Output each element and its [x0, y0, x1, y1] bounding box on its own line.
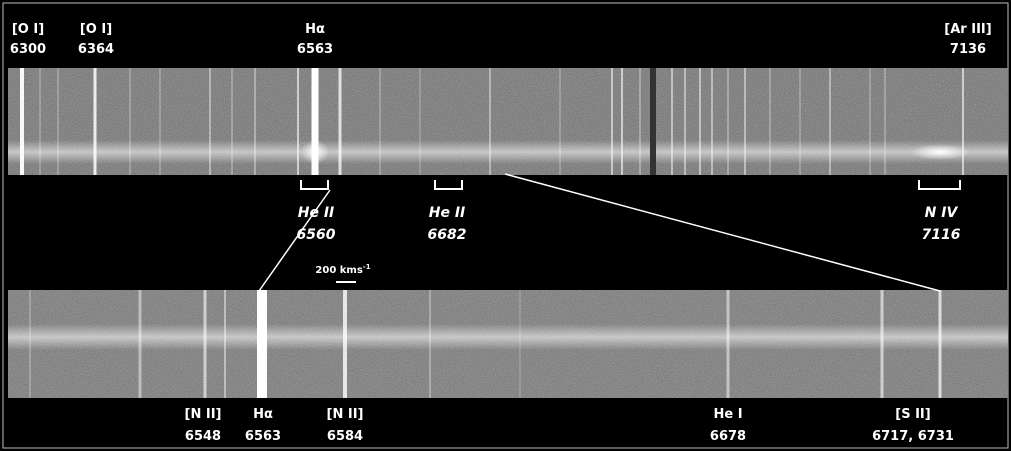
emission-line [621, 68, 623, 175]
emission-line [312, 68, 319, 175]
bottom-spectrum [8, 290, 1008, 398]
emission-line [139, 290, 142, 398]
emission-line [129, 68, 131, 175]
line-name: [N II] [327, 407, 364, 422]
emission-line [429, 290, 431, 398]
wavelength: 6563 [245, 429, 281, 444]
emission-line [39, 68, 41, 175]
scale-superscript: -1 [363, 263, 371, 271]
top-spectrum [8, 68, 1008, 175]
line-name: He II [429, 205, 466, 221]
emission-line [727, 68, 729, 175]
line-name: [N II] [185, 407, 222, 422]
emission-line [343, 290, 347, 398]
wavelength: 6678 [710, 429, 746, 444]
emission-line [611, 68, 613, 175]
emission-line [204, 290, 207, 398]
line-name: [S II] [895, 407, 930, 422]
scale-bar-label: 200 kms-1 [315, 263, 370, 276]
line-name: [O I] [80, 22, 112, 37]
scale-text: 200 kms [315, 265, 362, 276]
emission-line [94, 68, 97, 175]
wavelength: 6560 [297, 227, 336, 243]
wavelength: 6563 [297, 42, 333, 57]
wavelength: 6364 [78, 42, 114, 57]
wavelength: 6682 [428, 227, 467, 243]
figure: [O I] 6300 [O I] 6364 Hα 6563 [Ar III] 7… [0, 0, 1011, 451]
wavelength: 6717, 6731 [872, 429, 954, 444]
emission-line [209, 68, 211, 175]
emission-line [962, 68, 964, 175]
line-name: He I [713, 407, 742, 422]
wavelength: 6548 [185, 429, 221, 444]
emission-line [257, 290, 267, 398]
emission-line [799, 68, 801, 175]
wavelength: 7136 [950, 42, 986, 57]
emission-line [339, 68, 342, 175]
line-name: Hα [253, 407, 273, 422]
emission-line [419, 68, 421, 175]
emission-line [744, 68, 746, 175]
emission-line [881, 290, 884, 398]
emission-line [57, 68, 59, 175]
line-name: [O I] [12, 22, 44, 37]
emission-line [699, 68, 701, 175]
emission-line [671, 68, 673, 175]
emission-line [29, 290, 31, 398]
emission-line [559, 68, 561, 175]
line-name: Hα [305, 22, 325, 37]
emission-line [884, 68, 886, 175]
wavelength: 6584 [327, 429, 363, 444]
emission-line [684, 68, 686, 175]
emission-line [297, 68, 299, 175]
emission-line [711, 68, 713, 175]
emission-line [939, 290, 942, 398]
emission-line [254, 68, 256, 175]
emission-line [869, 68, 871, 175]
line-name: N IV [925, 205, 959, 221]
wavelength: 6300 [10, 42, 46, 57]
emission-line [20, 68, 24, 175]
line-name: [Ar III] [944, 22, 991, 37]
emission-line [519, 290, 521, 398]
line-name: He II [298, 205, 335, 221]
emission-line [639, 68, 641, 175]
emission-line [379, 68, 381, 175]
emission-line [231, 68, 233, 175]
emission-line [489, 68, 491, 175]
emission-line [829, 68, 831, 175]
wavelength: 7116 [922, 227, 961, 243]
emission-line [159, 68, 161, 175]
emission-line [727, 290, 730, 398]
emission-line [769, 68, 771, 175]
emission-line [224, 290, 226, 398]
